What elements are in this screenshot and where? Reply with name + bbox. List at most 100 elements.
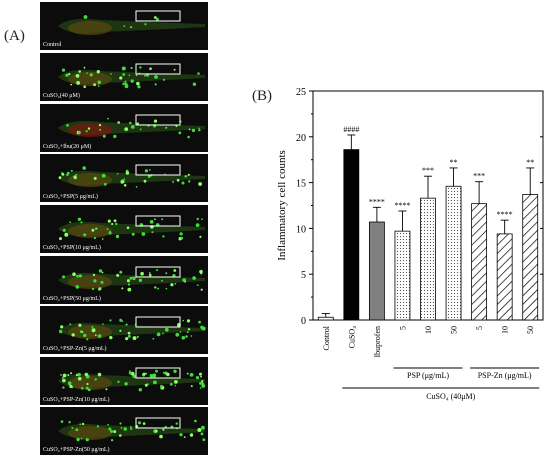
fish-yolk-shape [68, 21, 112, 35]
fluorescent-cell-dot [68, 421, 71, 424]
fluorescent-cell-dot [120, 427, 123, 429]
fluorescent-cell-dot [130, 371, 135, 376]
zebrafish-fluorescence-art [58, 164, 205, 188]
fluorescent-cell-dot [77, 376, 82, 381]
fluorescent-cell-dot [166, 372, 170, 377]
fluorescent-cell-dot [127, 334, 131, 338]
zebrafish-image: CuSO₄+Ibu(20 μM) [40, 104, 208, 152]
fluorescent-cell-dot [136, 335, 139, 338]
fluorescent-cell-dot [62, 378, 66, 383]
significance-label: **** [394, 201, 410, 210]
fluorescent-cell-dot [137, 85, 141, 89]
fluorescent-cell-dot [72, 272, 76, 276]
fluorescent-cell-dot [142, 422, 146, 425]
fluorescent-cell-dot [199, 372, 202, 376]
y-tick-label: 0 [301, 316, 306, 327]
fluorescent-cell-dot [62, 228, 66, 232]
fluorescent-cell-dot [95, 227, 97, 230]
fluorescent-cell-dot [87, 127, 91, 130]
bar [496, 233, 513, 321]
fluorescent-cell-dot [115, 222, 118, 226]
fluorescent-cell-dot [139, 128, 142, 131]
fluorescent-cell-dot [85, 386, 89, 390]
fluorescent-cell-dot [116, 172, 119, 175]
fluorescent-cell-dot [86, 338, 89, 341]
fluorescent-cell-dot [80, 387, 84, 390]
y-tick-label: 25 [296, 87, 306, 98]
fluorescent-cell-dot [173, 68, 176, 71]
fluorescent-cell-dot [153, 16, 157, 19]
fluorescent-cell-dot [135, 74, 138, 77]
fluorescent-cell-dot [199, 235, 202, 238]
tail-region-box [135, 63, 181, 75]
fluorescent-cell-dot [179, 331, 182, 333]
fluorescent-cell-dot [60, 374, 62, 376]
fluorescent-cell-dot [200, 288, 203, 291]
zebrafish-image: CuSO₄+PSP(50 μg/mL) [40, 256, 208, 304]
fluorescent-cell-dot [61, 172, 63, 174]
fluorescent-cell-dot [154, 83, 157, 86]
fluorescent-cell-dot [126, 279, 130, 283]
fluorescent-cell-dot [83, 333, 87, 338]
fluorescent-cell-dot [152, 373, 157, 378]
category-label: 10 [501, 326, 510, 334]
fluorescent-cell-dot [119, 318, 123, 322]
fluorescent-cell-dot [198, 320, 202, 324]
fluorescent-cell-dot [121, 287, 124, 290]
fluorescent-cell-dot [128, 370, 131, 373]
fluorescent-cell-dot [69, 323, 72, 326]
fluorescent-cell-dot [170, 283, 174, 287]
fluorescent-cell-dot [144, 169, 148, 173]
fluorescent-cell-dot [138, 388, 142, 392]
fluorescent-cell-dot [101, 238, 104, 240]
fluorescent-cell-dot [123, 427, 127, 431]
fluorescent-cell-dot [135, 186, 138, 188]
fluorescent-cell-dot [159, 434, 163, 439]
fluorescent-cell-dot [123, 25, 126, 27]
fluorescent-cell-dot [190, 385, 193, 388]
tail-region-box [135, 10, 181, 22]
fluorescent-cell-dot [128, 74, 131, 77]
fluorescent-cell-dot [199, 269, 203, 274]
fluorescent-cell-dot [198, 129, 201, 132]
fluorescent-cell-dot [199, 387, 202, 389]
fluorescent-cell-dot [115, 234, 120, 239]
fluorescent-cell-dot [127, 331, 131, 335]
fluorescent-cell-dot [149, 374, 153, 378]
fluorescent-cell-dot [154, 429, 158, 433]
fluorescent-cell-dot [124, 127, 129, 131]
fluorescent-cell-dot [139, 66, 142, 69]
fluorescent-cell-dot [137, 421, 142, 425]
fluorescent-cell-dot [97, 85, 100, 87]
fluorescent-cell-dot [64, 232, 69, 237]
fluorescent-cell-dot [185, 335, 188, 338]
zebrafish-image: CuSO₄+PSP-Zn(10 μg/mL) [40, 357, 208, 405]
fluorescent-cell-dot [78, 70, 81, 73]
zebrafish-fluorescence-art [58, 316, 206, 341]
fluorescent-cell-dot [154, 75, 158, 79]
fish-panel-caption: CuSO₄+PSP-Zn(5 μg/mL) [43, 346, 107, 352]
fluorescent-cell-dot [98, 123, 102, 127]
fluorescent-cell-dot [97, 372, 102, 377]
fluorescent-cell-dot [178, 131, 182, 135]
y-tick-label: 10 [296, 224, 306, 235]
fluorescent-cell-dot [61, 376, 64, 379]
fluorescent-cell-dot [108, 427, 112, 431]
fluorescent-cell-dot [98, 287, 101, 291]
zebrafish-image: CuSO₄(40 μM) [40, 53, 208, 101]
fluorescent-cell-dot [89, 73, 93, 77]
fluorescent-cell-dot [149, 272, 151, 274]
fluorescent-cell-dot [130, 66, 133, 70]
tail-region-box [135, 316, 181, 328]
tail-region-box [135, 417, 181, 429]
fluorescent-cell-dot [116, 273, 120, 277]
fluorescent-cell-dot [58, 176, 62, 180]
significance-label: ** [526, 158, 534, 167]
fluorescent-cell-dot [109, 335, 113, 340]
fluorescent-cell-dot [124, 84, 129, 89]
fluorescent-cell-dot [173, 269, 177, 272]
fluorescent-cell-dot [83, 233, 87, 237]
fluorescent-cell-dot [70, 83, 73, 86]
bar [420, 197, 436, 321]
fluorescent-cell-dot [98, 269, 103, 273]
